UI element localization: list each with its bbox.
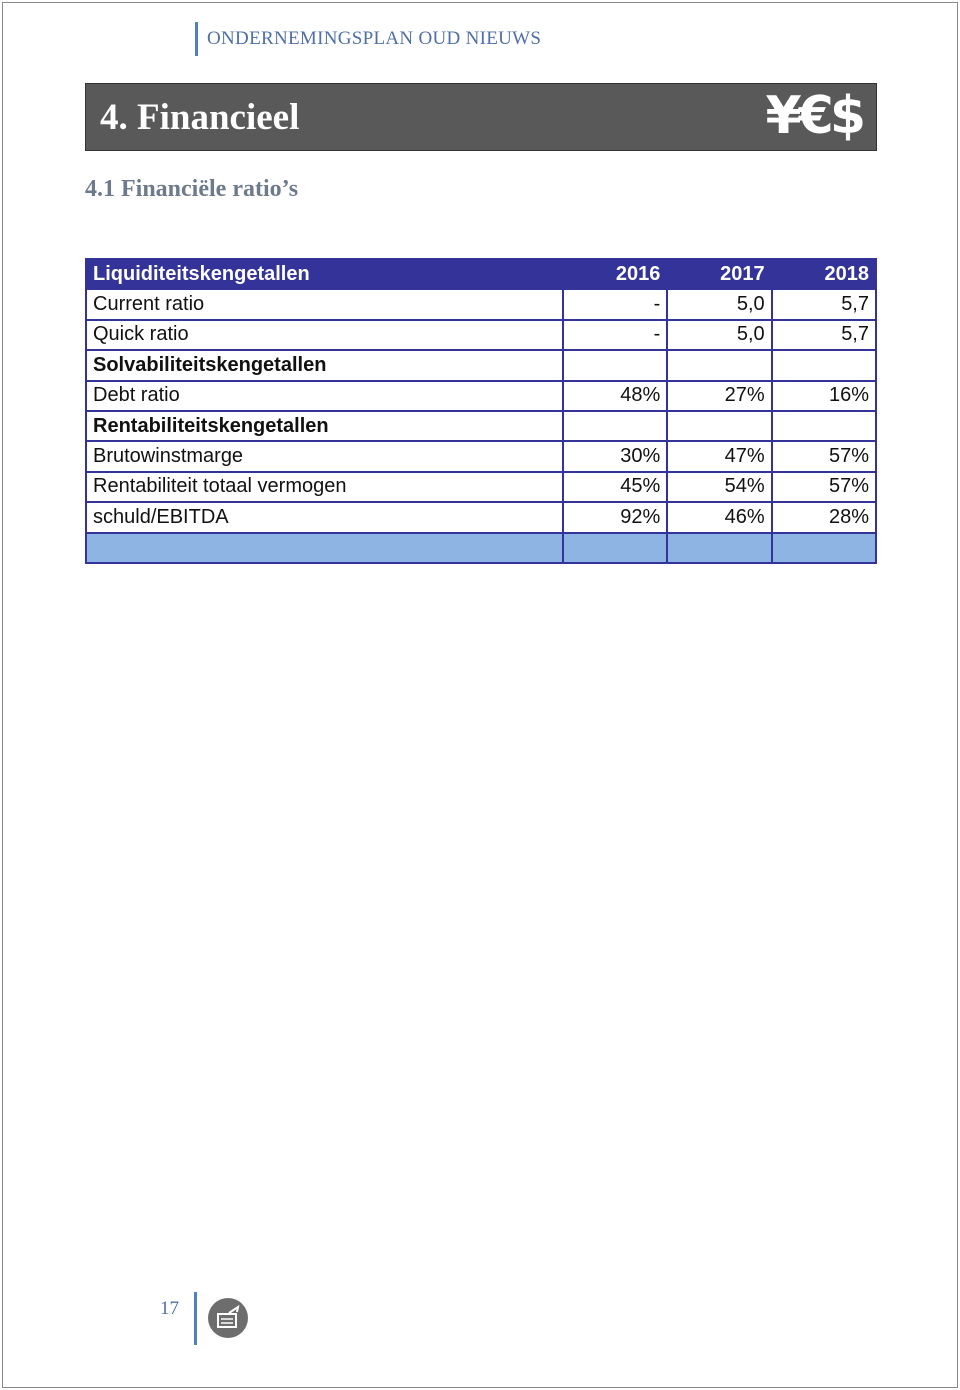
value-cell: 47%: [666, 440, 773, 473]
header-cell: 2016: [562, 257, 669, 291]
row-label: Brutowinstmarge: [84, 440, 565, 473]
row-label: Current ratio: [84, 288, 565, 321]
value-cell: 16%: [770, 379, 878, 412]
empty-cell: [562, 531, 669, 564]
row-label: Quick ratio: [84, 318, 565, 352]
value-cell: [562, 349, 669, 382]
row-label: Solvabiliteitskengetallen: [84, 349, 565, 382]
value-cell: 57%: [770, 440, 878, 473]
value-cell: 54%: [666, 470, 773, 504]
chapter-title: 4. Financieel: [100, 97, 300, 138]
value-cell: [666, 409, 773, 443]
value-cell: 28%: [770, 501, 878, 534]
value-cell: -: [562, 318, 669, 352]
empty-cell: [666, 531, 773, 564]
value-cell: [770, 349, 878, 382]
header-cell: 2017: [666, 257, 773, 291]
value-cell: [770, 409, 878, 443]
chapter-banner: 4. Financieel ¥€$: [85, 83, 877, 151]
value-cell: 5,0: [666, 288, 773, 321]
running-title: ONDERNEMINGSPLAN OUD NIEUWS: [195, 22, 541, 56]
header-row: Liquiditeitskengetallen 2016 2017 2018: [84, 257, 878, 291]
data-row: schuld/EBITDA 92% 46% 28%: [84, 501, 878, 534]
value-cell: 5,7: [770, 288, 878, 321]
chapter-icon: ¥€$: [765, 86, 866, 146]
section-title: 4.1 Financiële ratio’s: [85, 176, 299, 202]
value-cell: 46%: [666, 501, 773, 534]
data-row: Rentabiliteit totaal vermogen 45% 54% 57%: [84, 470, 878, 504]
header-cell: 2018: [770, 257, 878, 291]
empty-cell: [770, 531, 878, 564]
value-cell: 57%: [770, 470, 878, 504]
row-label: schuld/EBITDA: [84, 501, 565, 534]
value-cell: 92%: [562, 501, 669, 534]
empty-cell: [84, 531, 565, 564]
ratio-table: Liquiditeitskengetallen 2016 2017 2018 Curre…: [84, 257, 878, 564]
row-label: Debt ratio: [84, 379, 565, 412]
value-cell: [562, 409, 669, 443]
data-row: Brutowinstmarge 30% 47% 57%: [84, 440, 878, 473]
section-row: Rentabiliteitskengetallen: [84, 409, 878, 443]
section-row: Solvabiliteitskengetallen: [84, 349, 878, 382]
header-cell: Liquiditeitskengetallen: [84, 257, 565, 291]
value-cell: -: [562, 288, 669, 321]
page-number: 17: [160, 1298, 179, 1319]
data-row: Current ratio -5,0 5,7: [84, 288, 878, 321]
value-cell: 45%: [562, 470, 669, 504]
footer-icon: [208, 1298, 248, 1338]
row-label: Rentabiliteitskengetallen: [84, 409, 565, 443]
value-cell: 48%: [562, 379, 669, 412]
footer-bar: [194, 1292, 197, 1345]
value-cell: [666, 349, 773, 382]
value-cell: 30%: [562, 440, 669, 473]
value-cell: 5,0: [666, 318, 773, 352]
value-cell: 5,7: [770, 318, 878, 352]
data-row: Quick ratio -5,0 5,7: [84, 318, 878, 352]
value-cell: 27%: [666, 379, 773, 412]
row-label: Rentabiliteit totaal vermogen: [84, 470, 565, 504]
empty-row: [84, 531, 878, 564]
data-row: Debt ratio 48% 27% 16%: [84, 379, 878, 412]
